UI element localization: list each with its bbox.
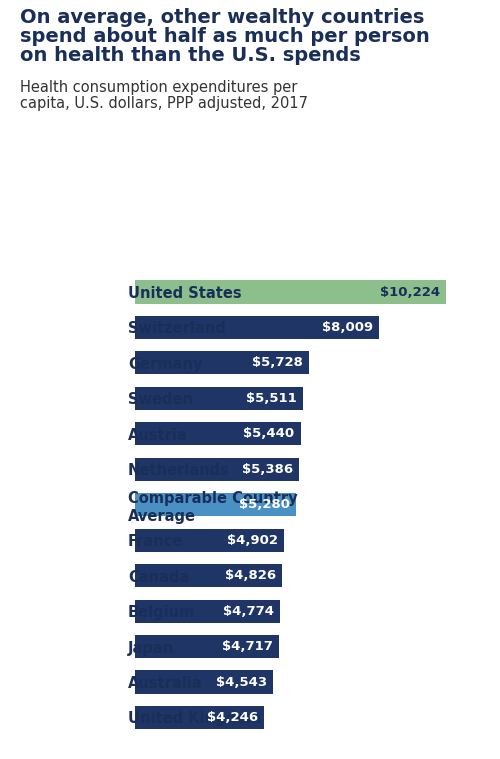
Bar (135, 493, 296, 516)
Bar (135, 706, 264, 729)
Text: $10,224: $10,224 (380, 285, 440, 298)
Text: $4,543: $4,543 (216, 676, 267, 688)
Text: $5,386: $5,386 (242, 463, 293, 476)
Bar (135, 635, 278, 658)
Text: $4,826: $4,826 (224, 569, 276, 582)
Bar (135, 387, 302, 410)
Text: $5,440: $5,440 (244, 427, 294, 440)
Text: on health than the U.S. spends: on health than the U.S. spends (20, 46, 361, 65)
Bar (135, 529, 284, 552)
Text: $4,717: $4,717 (222, 640, 272, 653)
Text: $5,511: $5,511 (246, 392, 296, 405)
Text: $4,246: $4,246 (207, 711, 258, 724)
Bar (135, 564, 282, 587)
Bar (135, 670, 274, 694)
Bar (135, 458, 299, 480)
Text: $8,009: $8,009 (322, 321, 372, 334)
Text: On average, other wealthy countries: On average, other wealthy countries (20, 8, 424, 27)
Text: capita, U.S. dollars, PPP adjusted, 2017: capita, U.S. dollars, PPP adjusted, 2017 (20, 96, 308, 112)
Bar (135, 351, 310, 374)
Bar (135, 316, 379, 339)
Text: $5,280: $5,280 (238, 498, 290, 512)
Bar (135, 422, 300, 446)
Bar (135, 281, 446, 304)
Text: $5,728: $5,728 (252, 357, 303, 370)
Text: Health consumption expenditures per: Health consumption expenditures per (20, 80, 297, 95)
Text: spend about half as much per person: spend about half as much per person (20, 27, 430, 46)
Bar (135, 600, 280, 622)
Text: $4,774: $4,774 (223, 605, 274, 618)
Text: $4,902: $4,902 (227, 534, 278, 546)
